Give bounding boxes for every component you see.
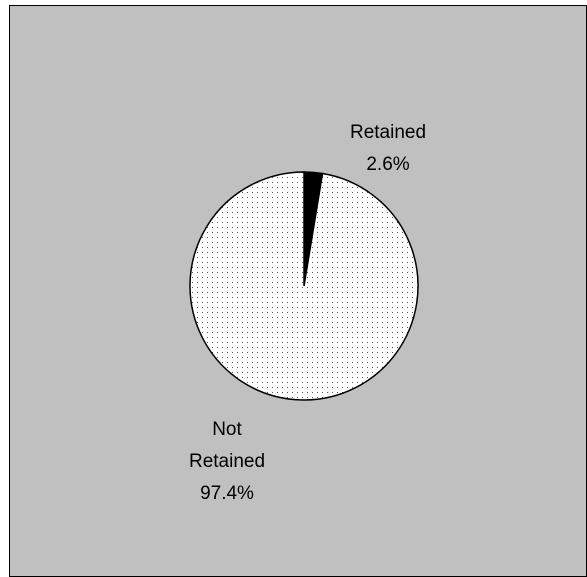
category-label: Retained (349, 122, 427, 143)
slice-label: Not Retained 97.4% (182, 414, 272, 510)
page: {"chart_data": {"type": "pie", "categori… (9, 5, 587, 577)
value-label: 97.4% (200, 483, 254, 504)
category-label: Not Retained (188, 419, 266, 472)
pie-slice (189, 171, 419, 401)
chart (189, 171, 419, 401)
value-label: 2.6% (366, 154, 410, 175)
slice-label: Retained 2.6% (338, 117, 438, 181)
